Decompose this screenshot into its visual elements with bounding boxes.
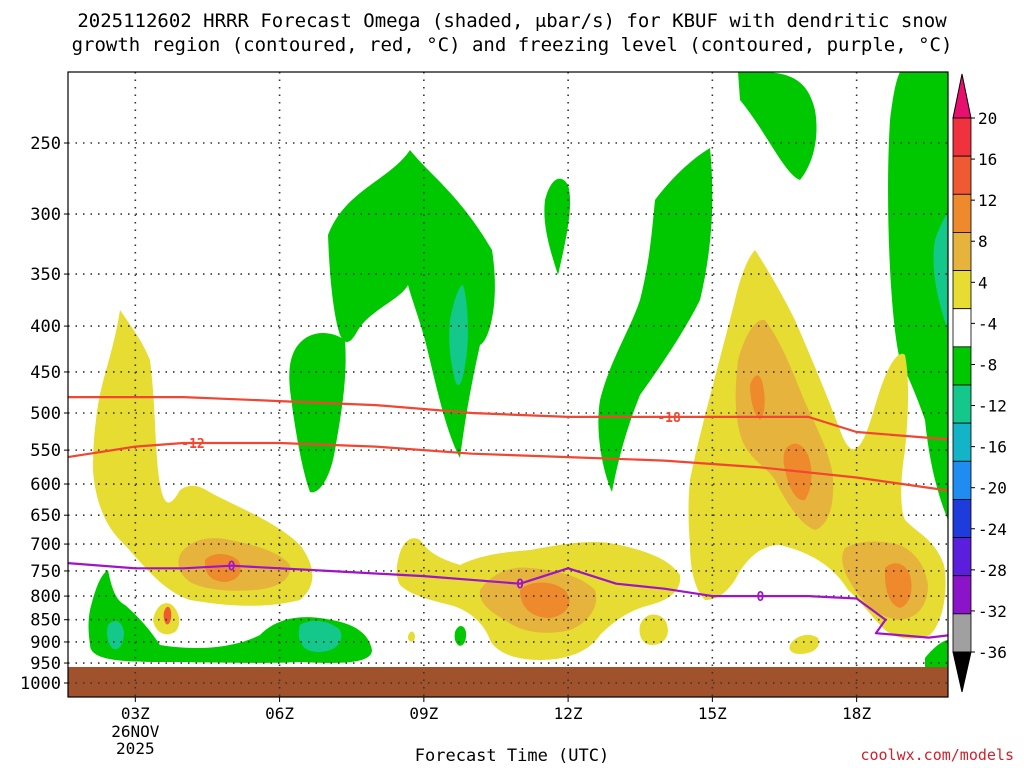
colorbar-band [952,270,972,310]
colorbar-label: -4 [978,314,997,333]
contour-labels: -18 -12 0 0 0 [181,411,765,605]
y-tick-label: 1000 [20,674,61,694]
y-tick-label: 450 [30,363,61,383]
x-date-label: 26NOV [111,722,160,741]
colorbar-label: -20 [978,479,1007,498]
colorbar-band [952,613,972,653]
omega-shading [88,72,948,668]
x-tick-label: 06Z [265,704,294,723]
colorbar-label: 20 [978,109,997,128]
y-tick-label: 950 [30,654,61,674]
x-axis-title: Forecast Time (UTC) [414,746,610,766]
colorbar-band [952,193,972,233]
y-tick-label: 300 [30,205,61,225]
chart-title-line-2: growth region (contoured, red, °C) and f… [71,34,953,56]
colorbar-label: -8 [978,355,997,374]
ground-bar [68,667,948,697]
colorbar-label: 16 [978,150,997,169]
colorbar-band [952,384,972,424]
x-tick-label: 12Z [554,704,583,723]
x-tick-label: 09Z [409,704,438,723]
colorbar-label: -16 [978,438,1007,457]
colorbar-band [952,575,972,615]
colorbar-band [952,232,972,271]
contour-label: 0 [516,578,524,593]
omega-strong-sink-shading [204,375,912,618]
y-tick-label: 750 [30,562,61,582]
colorbar-band [952,346,972,386]
colorbar-label: -32 [978,602,1007,621]
y-axis-tick-labels: 2503003504004505005506006507007508008509… [20,134,68,694]
chart-title-line-1: 2025112602 HRRR Forecast Omega (shaded, … [77,10,947,32]
y-tick-label: 550 [30,441,61,461]
y-tick-label: 800 [30,587,61,607]
colorbar-label: 4 [978,273,988,292]
colorbar-band [952,422,972,462]
colorbar-band [952,117,972,157]
colorbar-label: -24 [978,520,1007,539]
x-date-label: 2025 [116,739,155,758]
colorbar-label: -36 [978,643,1007,662]
colorbar-band [952,499,972,538]
contour-line [67,441,949,492]
y-tick-label: 850 [30,611,61,631]
contour-label: -12 [181,437,204,452]
colorbar-band [952,308,972,348]
y-tick-label: 700 [30,535,61,555]
colorbar-band [952,460,972,500]
colorbar-label: -12 [978,397,1007,416]
colorbar-band [952,155,972,195]
y-tick-label: 250 [30,134,61,154]
x-tick-label: 15Z [698,704,727,723]
colorbar: 20 16 12 8 4 -4 -8 -12 -16 -20 -24 -28 -32 -36 [952,73,1007,693]
plot-frame [67,71,949,698]
site-credit: coolwx.com/models [860,746,1014,764]
colorbar-label: -28 [978,561,1007,580]
y-tick-label: 500 [30,404,61,424]
contour-line [67,562,949,639]
colorbar-bottom-arrow [952,651,972,693]
y-tick-label: 650 [30,506,61,526]
colorbar-top-arrow [952,73,972,119]
temperature-contours [67,396,949,639]
y-tick-label: 600 [30,475,61,495]
x-tick-label: 18Z [842,704,871,723]
contour-line [68,396,949,441]
y-tick-label: 400 [30,317,61,337]
y-tick-label: 350 [30,265,61,285]
y-tick-label: 900 [30,633,61,653]
colorbar-band [952,537,972,577]
contour-label: -18 [657,411,681,426]
contour-label: 0 [228,560,236,575]
colorbar-label: 8 [978,232,988,251]
contour-label: 0 [757,590,765,605]
colorbar-label: 12 [978,191,997,210]
omega-moderate-lift-shading [107,212,948,652]
x-tick-label: 03Z [121,704,150,723]
